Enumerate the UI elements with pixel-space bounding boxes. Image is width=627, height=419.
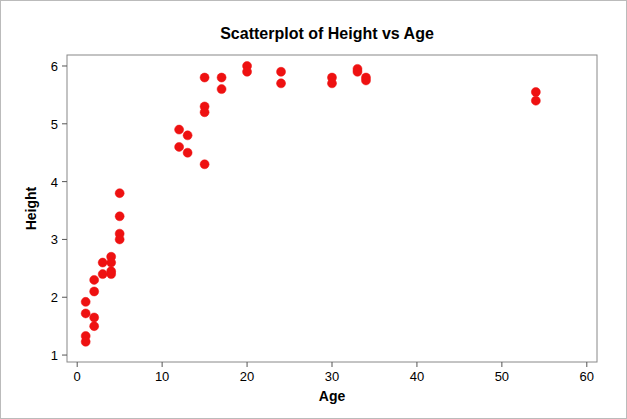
point	[200, 108, 209, 117]
point	[217, 73, 226, 82]
point	[183, 131, 192, 140]
y-tick	[62, 355, 67, 356]
y-tick-label: 6	[51, 59, 58, 74]
y-tick-label: 5	[51, 117, 58, 132]
x-tick	[247, 362, 248, 367]
point	[531, 96, 540, 105]
point	[107, 258, 116, 267]
title: Scatterplot of Height vs Age	[220, 25, 434, 42]
point	[90, 275, 99, 284]
x-tick	[416, 362, 417, 367]
point	[328, 79, 337, 88]
plot-frame	[67, 55, 597, 362]
point	[277, 67, 286, 76]
point	[200, 160, 209, 169]
y-tick-label: 2	[51, 290, 58, 305]
point	[115, 212, 124, 221]
x-tick-label: 0	[74, 369, 81, 384]
y-tick-label: 3	[51, 232, 58, 247]
y-tick	[62, 65, 67, 66]
point	[175, 125, 184, 134]
points	[81, 61, 540, 346]
point	[217, 85, 226, 94]
x-tick	[332, 362, 333, 367]
point	[361, 76, 370, 85]
x-tick-label: 40	[410, 369, 424, 384]
point	[200, 73, 209, 82]
x-tick	[162, 362, 163, 367]
point	[98, 258, 107, 267]
point	[175, 142, 184, 151]
point	[81, 309, 90, 318]
x-tick-label: 50	[495, 369, 509, 384]
point	[98, 270, 107, 279]
y-tick-label: 4	[51, 175, 58, 190]
y-tick-label: 1	[51, 348, 58, 363]
point	[277, 79, 286, 88]
background	[1, 1, 627, 419]
point	[90, 313, 99, 322]
point	[90, 322, 99, 331]
point	[81, 337, 90, 346]
x-axis-label: Age	[319, 388, 346, 404]
point	[243, 67, 252, 76]
point	[115, 235, 124, 244]
x-tick	[77, 362, 78, 367]
point	[531, 88, 540, 97]
y-tick	[62, 297, 67, 298]
x-tick	[586, 362, 587, 367]
y-tick	[62, 239, 67, 240]
x-tick-label: 20	[240, 369, 254, 384]
x-tick-label: 60	[580, 369, 594, 384]
x-tick-label: 30	[325, 369, 339, 384]
point	[107, 270, 116, 279]
point	[183, 148, 192, 157]
chart: Scatterplot of Height vs Age Age Height 0 10…	[0, 0, 627, 419]
y-tick	[62, 181, 67, 182]
point	[115, 189, 124, 198]
x-tick	[501, 362, 502, 367]
point	[353, 67, 362, 76]
point	[81, 297, 90, 306]
point	[90, 287, 99, 296]
x-tick-label: 10	[155, 369, 169, 384]
y-tick	[62, 123, 67, 124]
y-axis-label: Height	[23, 186, 39, 230]
